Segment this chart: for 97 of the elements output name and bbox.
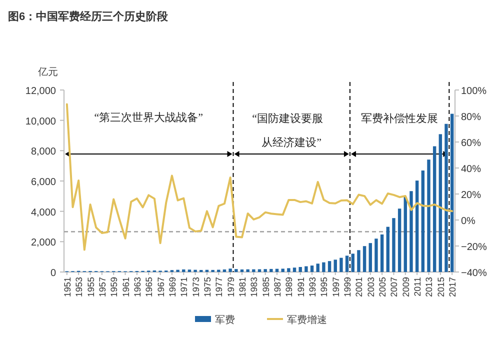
legend-label: 军费增速 [287, 314, 327, 326]
bar [328, 261, 332, 272]
x-tick-label: 1975 [202, 277, 212, 298]
x-tick-label: 1951 [62, 277, 72, 298]
bar [438, 134, 442, 272]
bar [310, 266, 314, 272]
y2-tick-label: 80% [461, 112, 482, 123]
bar [334, 260, 337, 272]
annotation: “国防建设要服 [252, 112, 324, 125]
y-tick-label: 6,000 [30, 177, 56, 188]
line-series [66, 103, 454, 251]
bar [228, 268, 232, 272]
bar [362, 246, 366, 272]
bar [222, 269, 226, 272]
y-tick-label: 2,000 [30, 238, 56, 249]
x-tick-label: 2011 [412, 277, 423, 296]
bar [182, 269, 186, 272]
x-tick-label: 1991 [296, 277, 306, 298]
bar [357, 250, 360, 272]
bar [368, 243, 372, 272]
bar [450, 114, 454, 272]
x-tick-label: 1999 [342, 277, 353, 298]
x-tick-label: 1979 [226, 277, 236, 298]
bar [380, 234, 384, 272]
x-tick-label: 1995 [319, 277, 330, 298]
x-tick-label: 1985 [260, 277, 271, 298]
legend-label: 军费 [215, 314, 235, 326]
x-tick-label: 1961 [120, 277, 131, 298]
x-tick-label: 1957 [97, 277, 108, 298]
y-tick-label: 12,000 [25, 86, 56, 97]
x-tick-label: 2003 [366, 277, 376, 298]
bar [246, 269, 250, 272]
x-tick-label: 1955 [86, 277, 96, 298]
bar [316, 264, 320, 272]
y2-tick-label: 100% [461, 86, 487, 97]
x-tick-label: 1981 [237, 277, 248, 298]
annotation: 从经济建设” [262, 136, 322, 149]
bar [427, 160, 430, 272]
bar [234, 269, 238, 272]
annotation: 军费补偿性发展 [361, 112, 438, 125]
x-tick-label: 1987 [272, 277, 283, 298]
bar [444, 124, 448, 272]
y-tick-label: 8,000 [30, 146, 56, 158]
bar [432, 146, 436, 272]
chart-title: 图6：中国军费经历三个历史阶段 [8, 10, 170, 23]
y-tick-label: 4,000 [30, 207, 56, 218]
bar [287, 268, 290, 272]
x-tick-label: 1967 [156, 277, 166, 298]
bar [322, 262, 326, 272]
bar [304, 266, 308, 272]
bar [386, 226, 390, 272]
x-tick-label: 2009 [400, 277, 411, 298]
bar [240, 269, 244, 272]
bar [270, 268, 273, 272]
y2-tick-label: 60% [461, 138, 482, 149]
y-tick-label: 0 [50, 268, 56, 279]
x-tick-label: 1963 [132, 277, 142, 298]
x-tick-label: 2007 [389, 277, 400, 298]
x-tick-label: 1989 [284, 277, 294, 298]
bar [345, 256, 349, 272]
x-tick-label: 1959 [109, 277, 120, 298]
bar [292, 268, 296, 272]
x-tick-label: 2001 [354, 277, 364, 298]
y2-tick-label: 0% [461, 216, 476, 227]
bar [421, 170, 425, 272]
bar [252, 269, 256, 272]
y-tick-label: 10,000 [25, 116, 56, 128]
x-tick-label: 2013 [424, 277, 434, 298]
bar [340, 258, 343, 272]
y2-tick-label: −40% [461, 268, 487, 279]
bar [398, 208, 402, 272]
x-tick-label: 1965 [144, 277, 154, 298]
y2-tick-label: −20% [461, 242, 487, 253]
x-tick-label: 2005 [378, 277, 388, 298]
x-tick-label: 2015 [436, 277, 446, 298]
y2-tick-label: 20% [461, 190, 482, 201]
bar [281, 268, 284, 272]
x-tick-label: 1971 [179, 277, 190, 298]
bar [298, 266, 302, 272]
x-tick-label: 1969 [167, 277, 178, 298]
x-tick-label: 1997 [330, 277, 341, 298]
x-tick-label: 1953 [74, 277, 84, 298]
bar [374, 238, 378, 272]
x-tick-label: 1983 [249, 277, 260, 298]
annotation: “第三次世界大战战备” [94, 111, 204, 124]
x-tick-label: 1977 [214, 277, 224, 298]
bar [404, 196, 407, 272]
x-tick-label: 1973 [190, 277, 201, 298]
bar [415, 180, 419, 272]
x-tick-label: 1993 [308, 277, 318, 298]
x-tick-label: 2017 [448, 277, 458, 298]
bar [392, 218, 396, 272]
bar [410, 191, 413, 272]
bar [264, 269, 267, 272]
y-axis-title: 亿元 [37, 67, 58, 78]
y2-tick-label: 40% [461, 164, 482, 175]
bar [351, 254, 354, 272]
